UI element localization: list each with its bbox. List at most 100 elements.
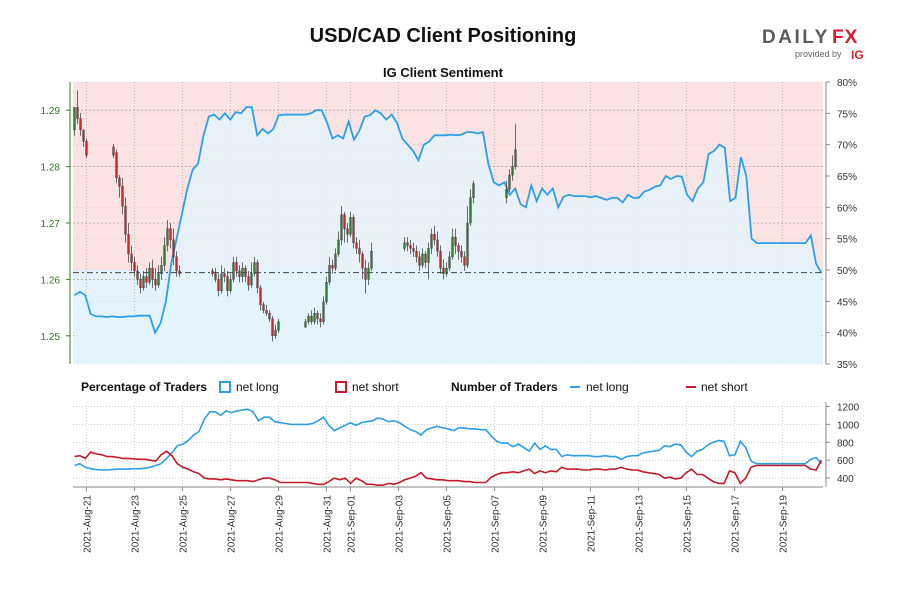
candle-body — [448, 256, 451, 269]
traders-tick-label: 1200 — [837, 402, 860, 413]
candle-body — [367, 267, 370, 280]
legend-percentage-title: Percentage of Traders — [81, 380, 207, 394]
legend-short-label: net short — [352, 380, 399, 394]
date-tick-label: 2021-Sep-17 — [731, 495, 742, 553]
date-tick-label: 2021-Sep-11 — [587, 495, 598, 553]
legend-short-swatch — [335, 381, 347, 393]
candle-body — [214, 273, 217, 280]
candle-body — [469, 197, 472, 224]
candle-body — [148, 267, 151, 283]
date-tick-label: 2021-Sep-15 — [683, 495, 694, 553]
candle-body — [439, 250, 442, 269]
date-tick-label: 2021-Sep-05 — [443, 495, 454, 553]
candle-body — [334, 253, 337, 269]
candle-body — [511, 166, 514, 176]
candle-body — [322, 301, 325, 322]
candle-body — [346, 228, 349, 235]
price-tick-label: 1.27 — [41, 219, 61, 230]
candle-body — [424, 253, 427, 263]
candle-body — [142, 276, 145, 289]
candle-body — [130, 253, 133, 263]
date-tick-label: 2021-Aug-25 — [179, 495, 190, 553]
candle-body — [427, 248, 430, 263]
candle-body — [472, 183, 475, 198]
date-tick-label: 2021-Aug-27 — [227, 495, 238, 553]
percent-axis: 80% 75% 70% 65% 60% 55% 50% 45% 40% 35% — [825, 78, 857, 371]
candle-body — [271, 318, 274, 337]
traders-tick-label: 600 — [837, 456, 854, 467]
dailyfx-logo: DAILY FX provided by IG — [762, 27, 864, 62]
legend-long-line-label: net long — [586, 380, 629, 394]
candle-body — [352, 217, 355, 243]
traders-long-line — [74, 408, 823, 471]
traders-grid — [73, 402, 823, 487]
candle-body — [361, 253, 364, 269]
candle-body — [406, 242, 409, 246]
traders-short-line — [74, 450, 823, 486]
candle-body — [418, 256, 421, 266]
brand-fx: FX — [832, 27, 858, 48]
candle-body — [274, 329, 277, 337]
candle-body — [247, 276, 250, 286]
candle-body — [508, 174, 511, 190]
candle-body — [244, 267, 247, 277]
date-tick-label: 2021-Aug-21 — [83, 495, 94, 553]
candle-body — [340, 214, 343, 241]
brand-sub: provided by — [795, 49, 842, 59]
date-tick-label: 2021-Aug-31 — [323, 495, 334, 553]
candle-body — [154, 279, 157, 286]
price-tick-label: 1.26 — [41, 275, 61, 286]
percent-tick-label: 75% — [837, 109, 857, 120]
candle-body — [256, 262, 259, 289]
legend-short-line-label: net short — [701, 380, 748, 394]
candle-body — [118, 177, 121, 187]
candle-body — [319, 318, 322, 322]
candle-body — [454, 236, 457, 246]
price-tick-label: 1.28 — [41, 163, 61, 174]
candle-body — [370, 250, 373, 269]
candle-body — [217, 279, 220, 291]
date-tick-label: 2021-Aug-29 — [275, 495, 286, 553]
date-tick-label: 2021-Sep-19 — [779, 495, 790, 553]
traders-tick-label: 1000 — [837, 420, 860, 431]
candle-body — [457, 245, 460, 252]
legend-number-title: Number of Traders — [451, 380, 558, 394]
candle-body — [211, 270, 214, 274]
candle-body — [460, 250, 463, 258]
price-candles — [73, 90, 517, 342]
date-tick-label: 2021-Sep-07 — [491, 495, 502, 553]
traders-tick-label: 400 — [837, 474, 854, 485]
candle-body — [82, 129, 85, 142]
percent-tick-label: 65% — [837, 172, 857, 183]
candle-body — [166, 228, 169, 246]
candle-body — [310, 315, 313, 322]
candle-body — [343, 214, 346, 229]
candle-body — [172, 239, 175, 258]
candle-body — [133, 262, 136, 272]
candle-body — [409, 245, 412, 249]
candle-body — [73, 107, 76, 131]
candle-body — [337, 239, 340, 255]
traders-panel: 1200 1000 800 600 400 2021-Aug-21 2021-Aug-23… — [73, 402, 860, 553]
brand-ig: IG — [851, 48, 864, 62]
candle-body — [313, 313, 316, 322]
candle-body — [430, 234, 433, 249]
candle-body — [124, 205, 127, 235]
candle-body — [160, 265, 163, 274]
percent-tick-label: 80% — [837, 78, 857, 89]
candle-body — [328, 265, 331, 283]
candle-body — [250, 273, 253, 286]
percent-tick-label: 45% — [837, 297, 857, 308]
candle-body — [151, 267, 154, 280]
candle-body — [304, 321, 307, 328]
candle-body — [349, 217, 352, 235]
candle-body — [226, 276, 229, 291]
candle-body — [136, 270, 139, 280]
candle-body — [262, 304, 265, 311]
date-tick-label: 2021-Aug-23 — [131, 495, 142, 553]
candle-body — [178, 270, 181, 274]
percent-tick-label: 55% — [837, 235, 857, 246]
traders-panel-bg — [73, 402, 823, 487]
candle-body — [277, 321, 280, 331]
legend-long-swatch — [219, 381, 231, 393]
